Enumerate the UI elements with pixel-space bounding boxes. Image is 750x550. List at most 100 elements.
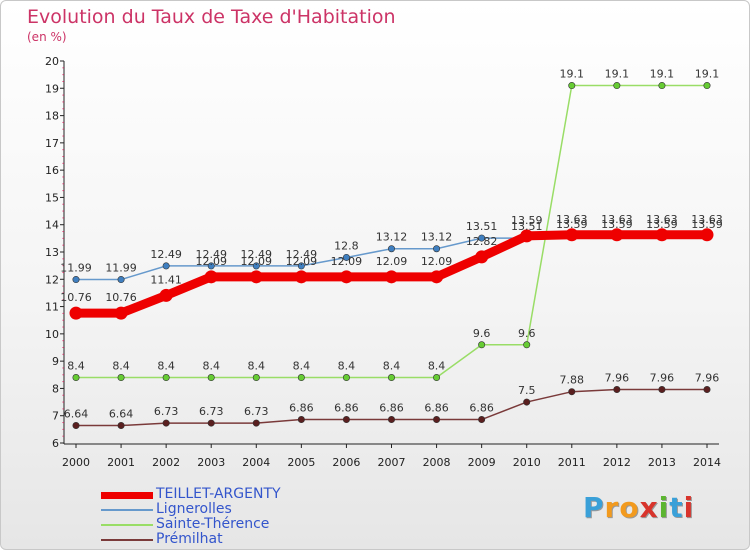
x-tick-label: 2006 bbox=[332, 456, 360, 469]
data-point-pr-milhat bbox=[568, 388, 576, 396]
data-label-pr-milhat: 7.96 bbox=[695, 372, 720, 385]
x-tick-label: 2003 bbox=[197, 456, 225, 469]
data-point-pr-milhat bbox=[433, 416, 441, 424]
data-label-teillet-argenty: 12.82 bbox=[466, 235, 498, 248]
y-axis-unit-label: (en %) bbox=[27, 30, 67, 44]
y-minor-tick bbox=[62, 135, 64, 137]
data-point-pr-milhat bbox=[72, 422, 80, 430]
data-point-sainte-th-rence bbox=[117, 374, 125, 382]
y-minor-tick bbox=[62, 285, 64, 287]
data-label-teillet-argenty: 10.76 bbox=[105, 291, 137, 304]
data-label-teillet-argenty: 13.63 bbox=[691, 213, 723, 226]
data-point-sainte-th-rence bbox=[207, 374, 215, 382]
data-labels: 10.76 10.76 11.41 12.09 12.09 12.09 12.09 12.09… bbox=[60, 68, 723, 421]
legend-swatch bbox=[101, 539, 153, 541]
legend-label: Lignerolles bbox=[156, 501, 232, 517]
chart-series bbox=[69, 82, 714, 430]
legend-swatch bbox=[101, 509, 153, 511]
data-point-lignerolles bbox=[162, 262, 170, 270]
y-minor-tick bbox=[62, 101, 64, 103]
x-tick-label: 2004 bbox=[242, 456, 270, 469]
data-label-pr-milhat: 6.64 bbox=[64, 408, 89, 421]
y-minor-tick bbox=[62, 67, 64, 69]
data-point-teillet-argenty bbox=[610, 228, 624, 242]
data-label-sainte-th-rence: 8.4 bbox=[293, 360, 311, 373]
logo-letter: i bbox=[658, 491, 670, 524]
data-label-pr-milhat: 7.96 bbox=[650, 372, 675, 385]
y-minor-tick bbox=[62, 271, 64, 273]
data-label-sainte-th-rence: 19.1 bbox=[695, 68, 720, 81]
y-minor-tick bbox=[62, 128, 64, 130]
y-minor-tick bbox=[62, 394, 64, 396]
data-point-teillet-argenty bbox=[204, 270, 218, 284]
y-minor-tick bbox=[62, 408, 64, 410]
data-label-sainte-th-rence: 8.4 bbox=[67, 360, 85, 373]
data-label-lignerolles: 12.49 bbox=[286, 248, 318, 261]
data-point-pr-milhat bbox=[162, 419, 170, 427]
y-minor-tick bbox=[62, 74, 64, 76]
data-point-teillet-argenty bbox=[520, 229, 534, 243]
data-point-teillet-argenty bbox=[565, 228, 579, 242]
x-tick-label: 2002 bbox=[152, 456, 180, 469]
data-point-sainte-th-rence bbox=[162, 374, 170, 382]
y-minor-tick bbox=[62, 435, 64, 437]
data-point-lignerolles bbox=[433, 245, 441, 253]
data-label-sainte-th-rence: 8.4 bbox=[112, 360, 130, 373]
data-point-pr-milhat bbox=[703, 386, 711, 394]
y-minor-tick bbox=[62, 353, 64, 355]
y-minor-tick bbox=[62, 237, 64, 239]
y-minor-tick bbox=[62, 319, 64, 321]
data-point-sainte-th-rence bbox=[342, 374, 350, 382]
y-minor-tick bbox=[62, 217, 64, 219]
x-tick-label: 2008 bbox=[423, 456, 451, 469]
y-minor-tick bbox=[62, 374, 64, 376]
y-tick-label: 12 bbox=[45, 273, 59, 286]
y-tick-label: 13 bbox=[45, 246, 59, 259]
data-point-pr-milhat bbox=[387, 416, 395, 424]
x-tick-label: 2011 bbox=[558, 456, 586, 469]
chart-axes: 6 7 8 9 10 11 12 13 14 15 16 17 18 19 20 2000 2001 2002 20… bbox=[45, 55, 721, 469]
data-point-teillet-argenty bbox=[159, 288, 173, 302]
data-point-sainte-th-rence bbox=[613, 82, 621, 90]
data-point-sainte-th-rence bbox=[72, 374, 80, 382]
data-label-pr-milhat: 6.86 bbox=[334, 402, 359, 415]
y-minor-tick bbox=[62, 265, 64, 267]
proxiti-logo: Proxiti bbox=[583, 491, 694, 524]
data-point-teillet-argenty bbox=[700, 228, 714, 242]
data-label-sainte-th-rence: 8.4 bbox=[383, 360, 401, 373]
data-label-lignerolles: 11.99 bbox=[60, 262, 92, 275]
data-label-sainte-th-rence: 9.6 bbox=[473, 327, 491, 340]
y-minor-tick bbox=[62, 312, 64, 314]
y-minor-tick bbox=[62, 121, 64, 123]
x-tick-label: 2005 bbox=[287, 456, 315, 469]
data-point-pr-milhat bbox=[658, 386, 666, 394]
x-tick-label: 2000 bbox=[62, 456, 90, 469]
data-label-lignerolles: 13.59 bbox=[646, 218, 678, 231]
legend-item-pr-milhat: Prémilhat bbox=[101, 532, 401, 547]
data-label-teillet-argenty: 12.09 bbox=[331, 255, 363, 268]
data-point-pr-milhat bbox=[478, 416, 486, 424]
data-label-lignerolles: 12.49 bbox=[241, 248, 273, 261]
y-tick-label: 8 bbox=[52, 382, 59, 395]
y-minor-tick bbox=[62, 156, 64, 157]
data-point-teillet-argenty bbox=[339, 270, 353, 284]
data-point-sainte-th-rence bbox=[478, 341, 486, 349]
data-label-sainte-th-rence: 19.1 bbox=[560, 68, 585, 81]
data-point-sainte-th-rence bbox=[703, 82, 711, 90]
legend-swatch bbox=[101, 492, 153, 499]
y-minor-tick bbox=[62, 176, 64, 178]
data-label-lignerolles: 13.59 bbox=[691, 218, 723, 231]
data-label-teillet-argenty: 12.09 bbox=[195, 255, 227, 268]
data-point-pr-milhat bbox=[613, 386, 621, 394]
chart-title: Evolution du Taux de Taxe d'Habitation bbox=[27, 6, 396, 28]
y-tick-label: 17 bbox=[45, 137, 59, 150]
logo-letter: t bbox=[669, 491, 684, 524]
y-minor-tick bbox=[62, 210, 64, 212]
y-tick-label: 15 bbox=[45, 191, 59, 204]
data-point-teillet-argenty bbox=[249, 270, 263, 284]
legend-item-sainte-th-rence: Sainte-Thérence bbox=[101, 517, 401, 532]
data-point-pr-milhat bbox=[207, 419, 215, 427]
y-minor-tick bbox=[62, 367, 64, 369]
x-tick-label: 2014 bbox=[693, 456, 721, 469]
